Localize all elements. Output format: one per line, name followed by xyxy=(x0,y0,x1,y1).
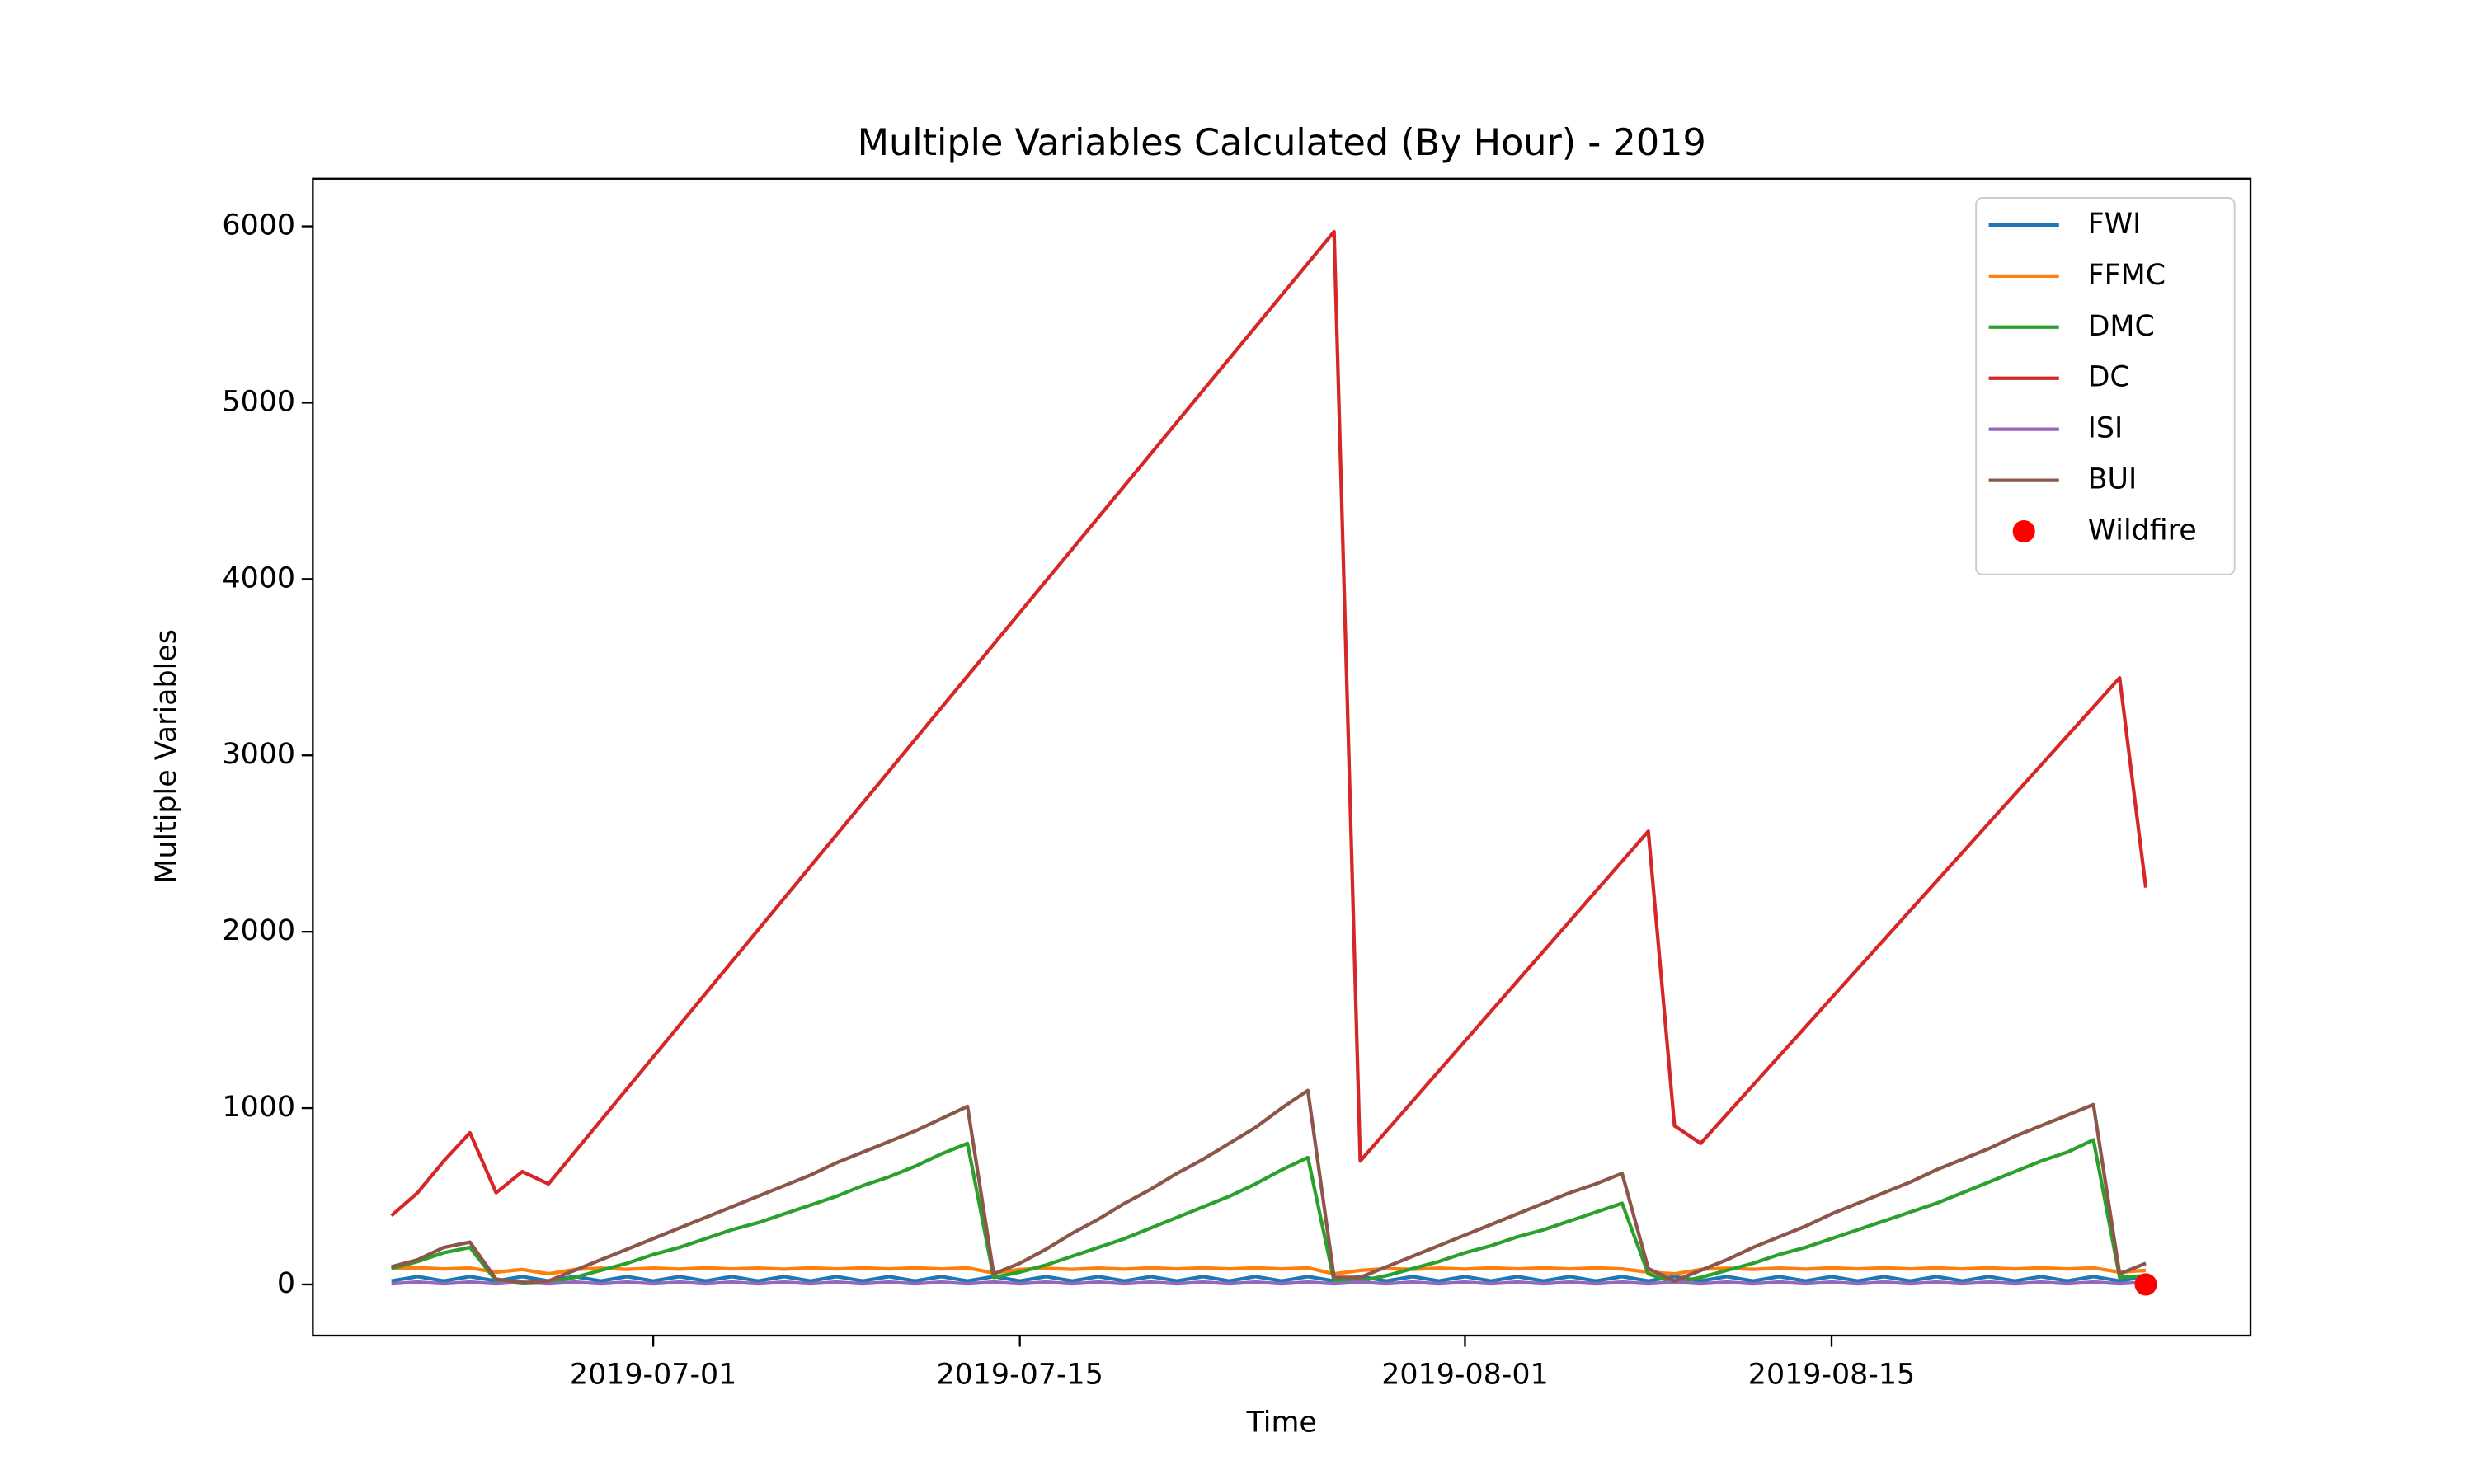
series-line xyxy=(391,1266,2147,1276)
y-tick-label: 4000 xyxy=(222,561,295,594)
y-tick-label: 3000 xyxy=(222,738,295,771)
x-tick-label: 2019-07-01 xyxy=(570,1358,736,1391)
legend-label: DC xyxy=(2088,361,2130,394)
y-tick-label: 2000 xyxy=(222,914,295,947)
series-line xyxy=(390,229,2148,1218)
y-tick-label: 1000 xyxy=(222,1091,295,1124)
x-tick-label: 2019-08-01 xyxy=(1381,1358,1548,1391)
legend-swatch xyxy=(2012,519,2035,543)
y-tick-label: 5000 xyxy=(222,385,295,418)
y-tick-label: 0 xyxy=(277,1267,295,1300)
legend-label: DMC xyxy=(2088,310,2155,343)
legend: FWI FFMC DMC DC ISI BUI Wildfire xyxy=(1975,197,2236,575)
y-tick-label: 6000 xyxy=(222,209,295,242)
legend-label: Wildfire xyxy=(2088,514,2197,547)
series-line xyxy=(391,1088,2147,1284)
legend-label: BUI xyxy=(2088,463,2138,496)
x-tick-label: 2019-08-15 xyxy=(1748,1358,1915,1391)
y-axis-label: Multiple Variables xyxy=(150,629,183,884)
chart-title: Multiple Variables Calculated (By Hour) … xyxy=(858,122,1706,164)
legend-label: FFMC xyxy=(2088,259,2166,292)
series-line xyxy=(391,1275,2147,1283)
series-line xyxy=(391,1138,2147,1286)
scatter-point xyxy=(2134,1273,2157,1296)
plot-area xyxy=(390,229,2157,1296)
x-axis-label: Time xyxy=(1246,1406,1317,1439)
x-tick-label: 2019-07-15 xyxy=(936,1358,1103,1391)
series-line xyxy=(391,1280,2147,1286)
legend-label: FWI xyxy=(2088,208,2142,241)
axes-frame xyxy=(312,177,2252,1337)
legend-label: ISI xyxy=(2088,412,2124,445)
